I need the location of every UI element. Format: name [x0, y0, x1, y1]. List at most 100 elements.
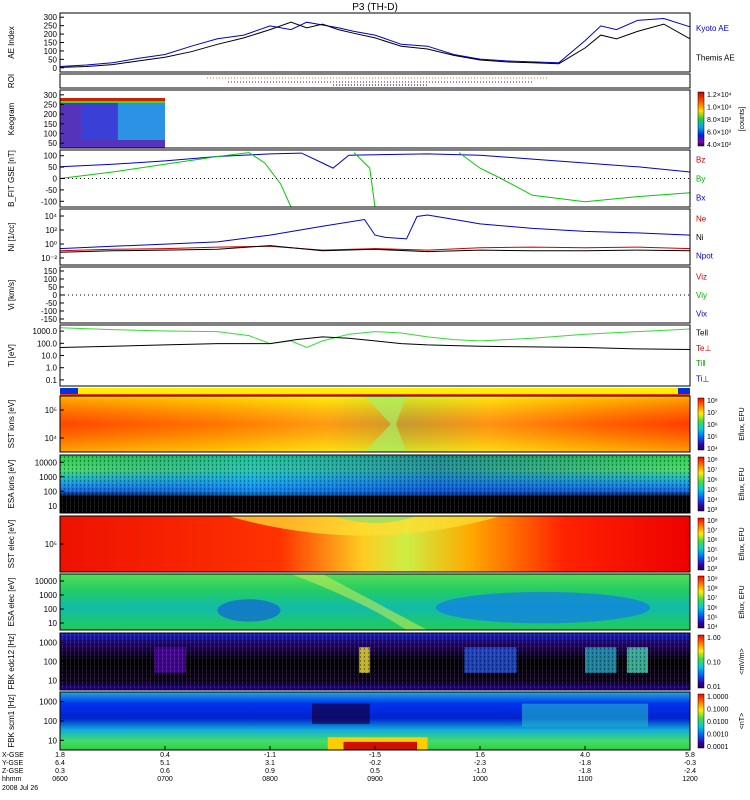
panel-frame: [59, 395, 691, 453]
ytick-label-esa-e: 100: [44, 605, 58, 614]
colorbar-title-esa-e: Eflux, EFU: [739, 585, 746, 618]
colorbar-sst-i: [697, 397, 705, 451]
legend-temperature-0: Tell: [696, 329, 708, 338]
ytick-label-temperature: 100.0: [37, 339, 58, 348]
panel-frame: [59, 149, 691, 208]
ytick-label-sst-i: 10⁵: [45, 406, 57, 415]
ytick-label-esa-e: 10: [48, 619, 57, 628]
series-density-1: [59, 245, 691, 252]
legend-density-0: Ne: [696, 214, 707, 223]
ytick-label-keogram: 50: [48, 139, 57, 148]
colorbar-tick-esa-i: 10⁸: [707, 457, 718, 464]
xtick-label-y: -0.2: [369, 760, 381, 767]
colorbar-tick-keogram: 1.2×10⁴: [707, 92, 732, 99]
xtick-label-hhmm: 0600: [52, 776, 68, 783]
colorbar-tick-fbk-e: 0.10: [707, 660, 721, 667]
ytick-label-ae: 100: [44, 47, 58, 56]
colorbar-tick-sst-e: 10³: [707, 566, 718, 573]
colorbar-tick-fbk-e: 0.01: [707, 684, 721, 691]
ytick-label-fbk-e: 1000: [39, 639, 57, 648]
ytick-label-velocity: -50: [45, 299, 57, 308]
colorbar-tick-fbk-b: 0.0001: [707, 744, 729, 751]
colorbar-tick-esa-e: 10⁶: [707, 605, 718, 612]
colorbar-fbk-e: [697, 634, 705, 689]
legend-temperature-1: Te⊥: [696, 344, 711, 353]
ylabel-density: Ni [1/cc]: [7, 223, 16, 252]
ytick-label-esa-i: 10000: [35, 458, 58, 467]
ylabel-ae: AE Index: [7, 26, 16, 58]
ytick-label-velocity: 0: [53, 291, 58, 300]
ytick-label-fbk-b: 1000: [39, 698, 57, 707]
xtick-label-y: -1.8: [579, 760, 591, 767]
xtick-label-x: 0.4: [160, 752, 170, 759]
panel-roi: ROI: [7, 73, 691, 89]
spectrogram-feature: [364, 396, 407, 452]
colorbar-tick-sst-e: 10⁷: [707, 528, 718, 535]
ytick-label-density: 10⁰: [45, 240, 57, 249]
colorbar-sst-e: [697, 517, 705, 571]
xtick-label-hhmm: 0800: [262, 776, 278, 783]
colorbar-tick-esa-e: 10⁵: [707, 614, 718, 621]
panel-sst-i: 10⁴ 10⁵ SST ions [eV] 10⁸ 10⁷ 10⁶ 10⁵ 10⁴ Eflux,…: [7, 395, 746, 453]
colorbar-tick-fbk-b: 0.1000: [707, 707, 729, 714]
ytick-label-esa-i: 1000: [39, 473, 57, 482]
mode-bar: [60, 388, 690, 394]
colorbar-tick-esa-e: 10⁴: [707, 624, 718, 631]
series-temperature-0: [59, 327, 691, 349]
ytick-label-fbk-e: 100: [44, 658, 58, 667]
panel-frame: [59, 208, 691, 266]
colorbar-esa-e: [697, 575, 705, 629]
legend-ae-0: Kyoto AE: [696, 24, 729, 33]
ylabel-esa-i: ESA ions [eV]: [7, 460, 16, 509]
colorbar-esa-i: [697, 456, 705, 512]
xtick-label-y: -0.3: [684, 760, 696, 767]
ylabel-fbk-b: FBK scm1 [Hz]: [7, 694, 16, 747]
colorbar-tick-sst-e: 10⁵: [707, 547, 718, 554]
ytick-label-bfit: 50: [48, 163, 57, 172]
ylabel-keogram: Keogram: [7, 102, 16, 135]
xtick-label-y: 5.1: [160, 760, 170, 767]
ylabel-sst-e: SST elec [eV]: [7, 520, 16, 569]
xtick-label-hhmm: 1000: [472, 776, 488, 783]
panel-frame: [59, 573, 691, 631]
xtick-label-z: 0.3: [55, 768, 65, 775]
ytick-label-sst-e: 10⁵: [45, 540, 57, 549]
panel-fbk-b: 10 100 1000 FBK scm1 [Hz] 1.0000 0.1000 0.0100…: [7, 691, 746, 751]
ytick-label-ae: 150: [44, 39, 58, 48]
ylabel-velocity: Vi [km/s]: [7, 280, 16, 311]
ytick-label-temperature: 1.0: [46, 364, 58, 373]
ytick-label-density: 10²: [45, 226, 57, 235]
colorbar-title-sst-e: Eflux, EFU: [739, 527, 746, 560]
ytick-label-ae: 250: [44, 22, 58, 31]
colorbar-keogram: [697, 91, 705, 147]
series-bfit-1: [59, 152, 691, 208]
ytick-label-fbk-e: 10: [48, 677, 57, 686]
colorbar-tick-esa-e: 10⁸: [707, 586, 718, 593]
xtick-label-x: 4.0: [580, 752, 590, 759]
colorbar-tick-keogram: 4.0×10³: [707, 142, 732, 149]
ytick-label-keogram: 250: [44, 101, 58, 110]
fbk-band-dark: [312, 703, 370, 724]
ytick-label-velocity: -150: [41, 315, 58, 324]
ytick-label-velocity: 100: [44, 275, 58, 284]
colorbar-tick-keogram: 1.0×10⁴: [707, 105, 732, 112]
spectrogram-feature-left: [217, 599, 281, 622]
colorbar-tick-esa-e: 10⁹: [707, 576, 718, 583]
ylabel-bfit: B_FIT GSE [nT]: [7, 150, 16, 207]
ytick-label-ae: 300: [44, 13, 58, 22]
colorbar-tick-sst-e: 10⁴: [707, 556, 718, 563]
panel-frame: [59, 12, 691, 73]
colorbar-tick-sst-e: 10⁶: [707, 537, 718, 544]
keogram-image-cyan: [117, 102, 165, 140]
ytick-label-fbk-b: 10: [48, 736, 57, 745]
xaxis-row-label: Y-GSE: [2, 760, 23, 767]
panel-frame: [59, 454, 691, 514]
xtick-label-z: -1.8: [579, 768, 591, 775]
xtick-label-x: -1.1: [264, 752, 276, 759]
colorbar-tick-sst-i: 10⁵: [707, 434, 718, 441]
ytick-label-temperature: 10.0: [41, 352, 57, 361]
